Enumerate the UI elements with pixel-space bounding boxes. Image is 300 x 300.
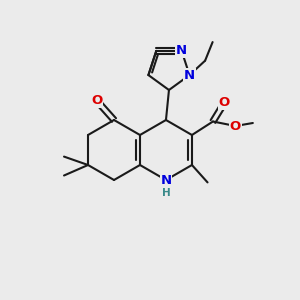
Text: O: O	[230, 119, 241, 133]
Text: N: N	[184, 69, 195, 82]
Text: O: O	[91, 94, 102, 107]
Text: O: O	[219, 96, 230, 110]
Text: N: N	[176, 44, 187, 57]
Text: H: H	[162, 188, 170, 199]
Text: N: N	[160, 173, 172, 187]
